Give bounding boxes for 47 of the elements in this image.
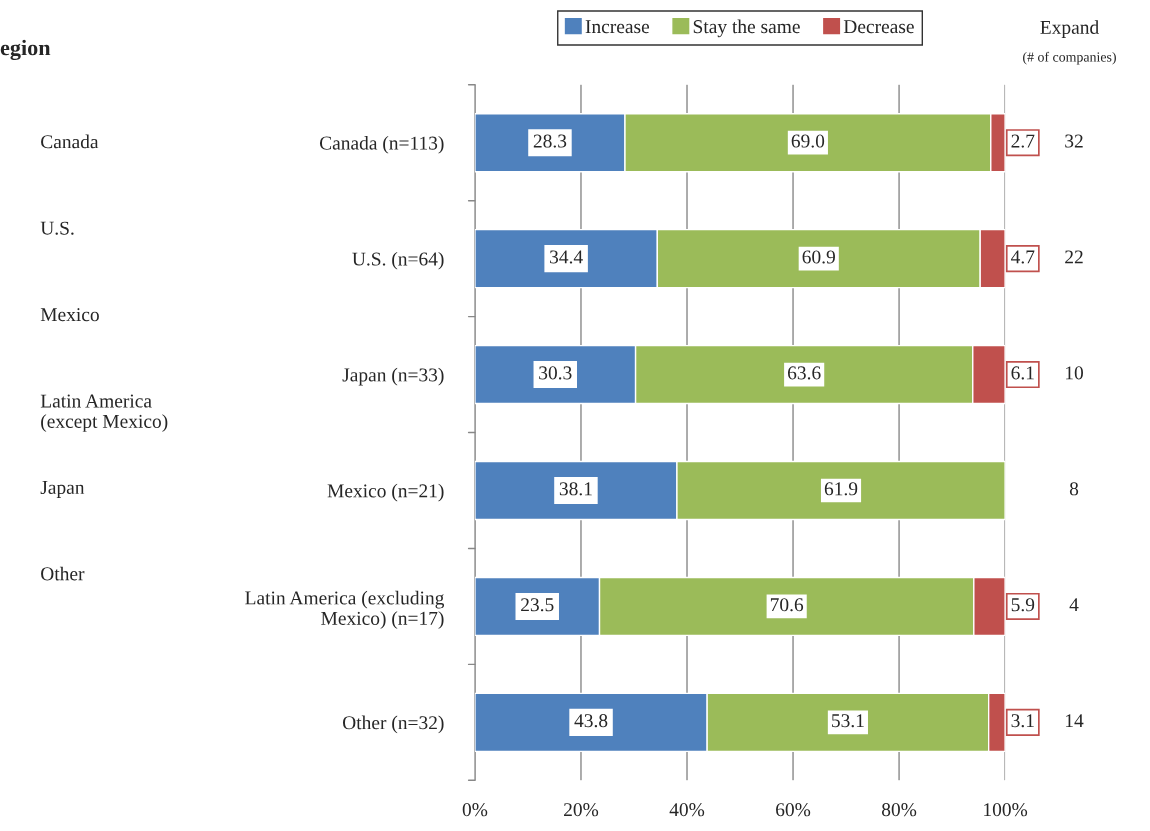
y-tick-label: Japan (n=33) [342, 367, 444, 386]
y-tick-label: Other (n=32) [342, 715, 444, 734]
data-label: 2.7 [1011, 134, 1035, 148]
text: egion [0, 39, 51, 61]
y-tick-label: Latin America (excluding Mexico) (n=17) [245, 590, 445, 629]
data-label: 60.9 [802, 250, 835, 264]
text: Japan [40, 481, 85, 498]
data-label: 43.8 [574, 714, 608, 728]
x-tick-label: 20% [564, 803, 599, 817]
text: Other [41, 566, 85, 581]
text: Latin America (except Mexico) [40, 394, 168, 432]
data-label: 61.9 [824, 482, 858, 496]
data-label: 34.4 [550, 250, 583, 264]
x-tick-label: 80% [881, 803, 917, 817]
x-tick-label: 0% [462, 803, 488, 817]
data-label: 70.6 [770, 598, 804, 612]
data-label: 30.3 [539, 366, 572, 380]
y-tick-label: Canada (n=113) [319, 135, 444, 154]
x-tick-label: 60% [776, 803, 811, 817]
y-tick-label: U.S. (n=64) [352, 251, 444, 270]
x-tick-label: 40% [669, 803, 705, 817]
data-label: 23.5 [521, 598, 554, 612]
data-label: 28.3 [533, 134, 567, 148]
data-label: 5.9 [1011, 598, 1035, 612]
text: 10 [1066, 366, 1083, 380]
legend-label: Decrease [843, 20, 914, 34]
data-label: 38.1 [559, 482, 592, 496]
text: 14 [1066, 714, 1084, 728]
data-label: 63.6 [787, 366, 821, 380]
y-tick-label: Mexico (n=21) [327, 483, 444, 502]
legend-label: Stay the same [693, 19, 800, 38]
text: (# of companies) [1023, 51, 1116, 65]
text: Canada [41, 134, 99, 149]
data-label: 4.7 [1011, 250, 1035, 264]
text: 22 [1065, 250, 1083, 264]
text: Mexico [40, 308, 99, 322]
data-label: 3.1 [1011, 714, 1034, 728]
text: 8 [1069, 482, 1079, 496]
data-label: 69.0 [791, 134, 825, 148]
x-tick-label: 100% [984, 803, 1028, 817]
text: U.S. [40, 221, 74, 235]
data-label: 6.1 [1011, 366, 1034, 380]
text: 32 [1065, 134, 1083, 148]
text: 4 [1069, 598, 1079, 612]
text: Expand [1040, 20, 1099, 38]
legend-label: Increase [585, 20, 650, 34]
data-label: 53.1 [832, 714, 864, 728]
